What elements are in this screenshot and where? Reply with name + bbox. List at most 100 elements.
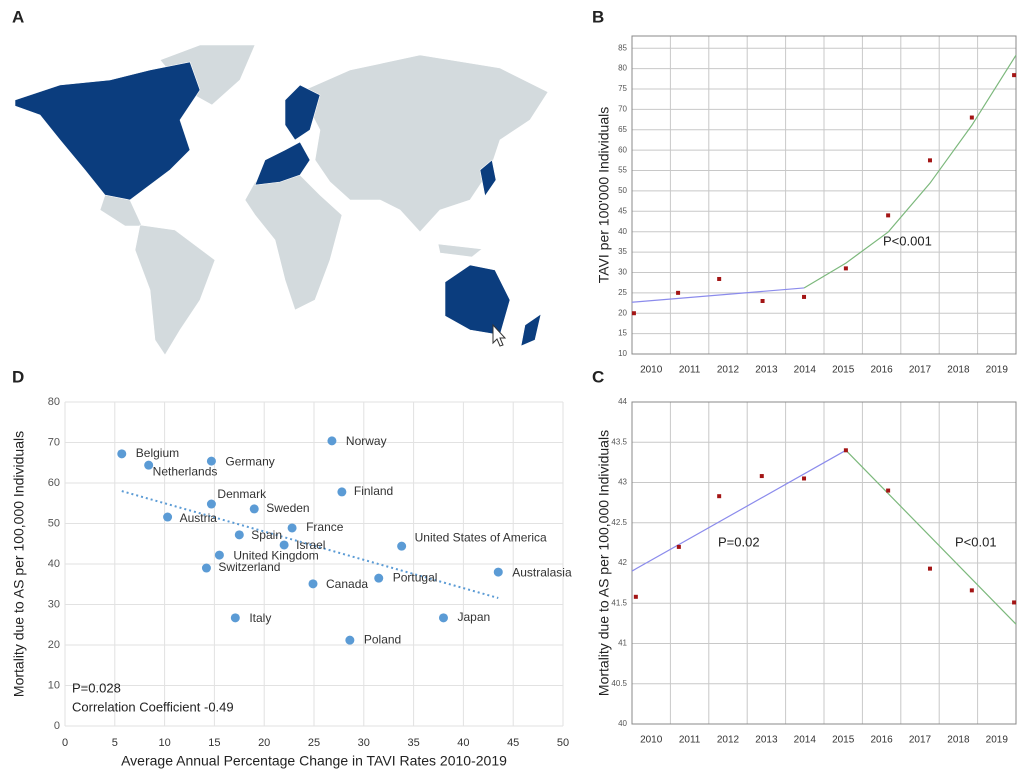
data-point xyxy=(759,474,764,479)
data-point xyxy=(969,588,974,593)
data-point xyxy=(327,436,337,446)
y-tick-label: 30 xyxy=(48,598,60,610)
annotation: P<0.01 xyxy=(955,534,997,549)
point-label: France xyxy=(306,520,344,534)
japan xyxy=(479,159,497,197)
x-tick-label: 5 xyxy=(112,737,118,749)
y-tick-label: 0 xyxy=(54,720,60,732)
data-point xyxy=(397,541,407,551)
point-label: Finland xyxy=(354,484,393,498)
x-tick-label: 2012 xyxy=(717,735,740,746)
y-tick-label: 20 xyxy=(48,639,60,651)
data-point xyxy=(802,476,807,481)
europe xyxy=(254,141,311,186)
x-tick-label: 30 xyxy=(358,737,370,749)
y-tick-label: 65 xyxy=(618,125,627,134)
north-america xyxy=(14,61,201,201)
annotation: Correlation Coefficient -0.49 xyxy=(72,699,234,714)
y-tick-label: 40 xyxy=(618,719,627,728)
y-tick-label: 55 xyxy=(618,166,627,175)
x-tick-label: 20 xyxy=(258,737,270,749)
point-label: Japan xyxy=(457,610,490,624)
x-tick-label: 2012 xyxy=(717,365,740,376)
new-zealand xyxy=(520,313,542,347)
asia xyxy=(299,54,549,233)
annotation: P=0.02 xyxy=(718,534,760,549)
y-tick-label: 15 xyxy=(618,329,627,338)
data-point xyxy=(760,299,765,303)
data-point xyxy=(1012,73,1017,78)
y-tick-label: 35 xyxy=(618,247,627,256)
panel-letter: B xyxy=(592,7,604,26)
point-label: Italy xyxy=(249,611,271,625)
point-label: Belgium xyxy=(136,446,179,460)
data-point xyxy=(279,540,289,550)
y-tick-label: 70 xyxy=(618,104,627,113)
point-label: Austria xyxy=(180,511,218,525)
y-tick-label: 20 xyxy=(618,308,627,317)
point-label: Poland xyxy=(364,632,401,646)
y-tick-label: 43.5 xyxy=(611,437,627,446)
x-tick-label: 50 xyxy=(557,737,569,749)
point-label: Israel xyxy=(296,538,325,552)
x-tick-label: 2016 xyxy=(870,735,893,746)
y-tick-label: 40.5 xyxy=(611,679,627,688)
x-tick-label: 2010 xyxy=(640,735,663,746)
y-tick-label: 45 xyxy=(618,206,627,215)
y-tick-label: 25 xyxy=(618,288,627,297)
data-point xyxy=(927,566,932,571)
x-tick-label: 2010 xyxy=(640,365,663,376)
trend-line xyxy=(631,287,805,303)
x-axis-title: Average Annual Percentage Change in TAVI… xyxy=(121,753,507,769)
trend-line xyxy=(845,449,1017,625)
world-map xyxy=(14,44,549,356)
data-point xyxy=(886,488,891,493)
y-tick-label: 40 xyxy=(48,558,60,570)
x-tick-label: 2014 xyxy=(794,735,817,746)
data-point xyxy=(308,579,318,589)
point-label: Sweden xyxy=(266,501,309,515)
data-point xyxy=(927,158,932,163)
y-tick-label: 85 xyxy=(618,43,627,52)
data-point xyxy=(287,523,297,533)
data-point xyxy=(337,487,347,497)
plot-frame xyxy=(631,35,1017,355)
x-tick-label: 45 xyxy=(507,737,519,749)
y-tick-label: 80 xyxy=(618,64,627,73)
point-label: Canada xyxy=(326,577,368,591)
point-label: Denmark xyxy=(217,487,267,501)
y-axis-title: TAVI per 100'000 Individuals xyxy=(596,107,612,283)
scandinavia xyxy=(284,84,321,141)
data-point xyxy=(117,449,127,459)
data-point xyxy=(163,512,173,522)
data-point xyxy=(969,115,974,120)
x-tick-label: 15 xyxy=(208,737,220,749)
south-america xyxy=(134,224,216,356)
panel-letter: C xyxy=(592,367,604,386)
data-point xyxy=(493,567,503,577)
data-point xyxy=(230,613,240,623)
x-tick-label: 10 xyxy=(158,737,170,749)
data-point xyxy=(201,563,211,573)
x-tick-label: 40 xyxy=(457,737,469,749)
x-tick-label: 25 xyxy=(308,737,320,749)
point-label: Netherlands xyxy=(153,464,218,478)
data-point xyxy=(345,635,355,645)
y-axis-title: Mortality due to AS per 100,000 Individu… xyxy=(11,431,27,697)
y-tick-label: 42 xyxy=(618,558,627,567)
y-tick-label: 50 xyxy=(48,517,60,529)
y-tick-label: 75 xyxy=(618,84,627,93)
y-tick-label: 10 xyxy=(618,349,627,358)
point-label: Spain xyxy=(251,528,282,542)
y-tick-label: 80 xyxy=(48,396,60,408)
x-tick-label: 35 xyxy=(407,737,419,749)
trend-line xyxy=(631,449,847,572)
y-axis-title: Mortality due to AS per 100,000 Individu… xyxy=(596,430,612,696)
x-tick-label: 2016 xyxy=(870,365,893,376)
indonesia xyxy=(437,243,483,258)
x-tick-label: 2018 xyxy=(947,735,970,746)
data-point xyxy=(144,460,154,470)
data-point xyxy=(631,311,636,316)
data-point xyxy=(676,544,681,549)
